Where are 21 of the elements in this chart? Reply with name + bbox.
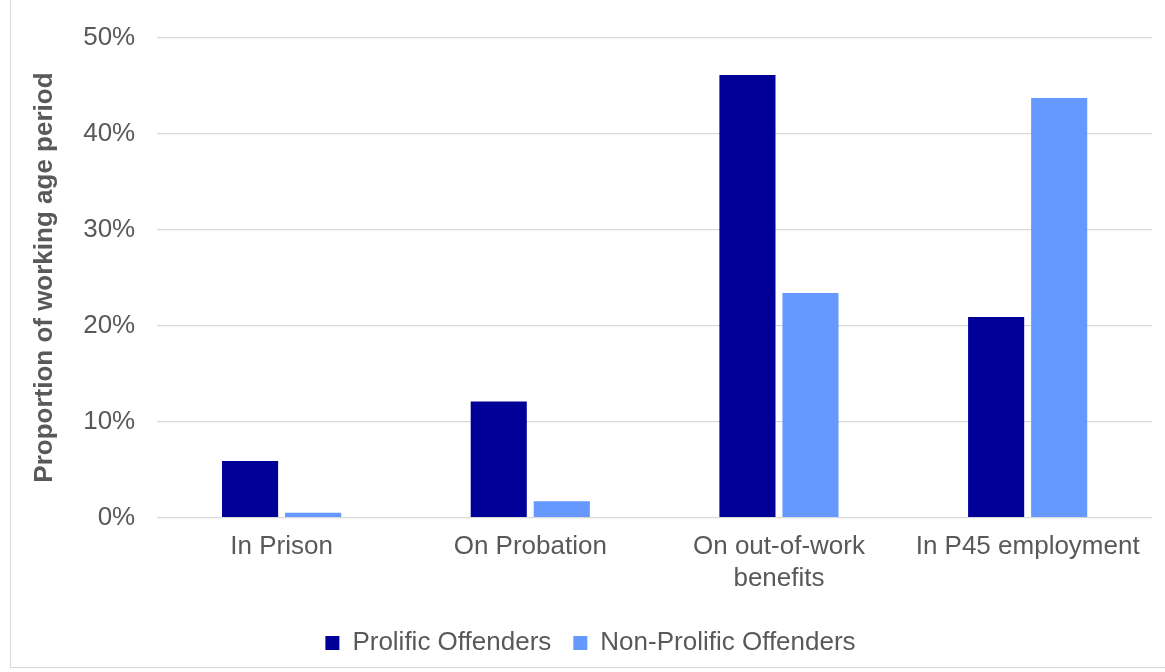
y-tick-label: 20% (83, 308, 136, 339)
x-tick-label: On out-of-work benefits (692, 530, 866, 592)
x-tick-label: In P45 employment (915, 530, 1141, 561)
legend-label: Prolific Offenders (352, 626, 552, 657)
bar (285, 512, 342, 517)
x-tick-label: On Probation (453, 530, 607, 561)
x-tick-label: In Prison (230, 530, 333, 561)
bar (719, 75, 776, 517)
bar (782, 292, 839, 517)
bar (968, 316, 1025, 517)
y-tick-label: 50% (83, 20, 136, 51)
bar (1031, 98, 1088, 517)
bar (533, 501, 590, 517)
bar (470, 401, 527, 517)
y-axis-title: Proportion of working age period (27, 72, 58, 483)
legend-label: Non-Prolific Offenders (600, 626, 856, 657)
bar (222, 460, 279, 517)
y-tick-label: 30% (83, 212, 136, 243)
y-tick-label: 0% (97, 500, 136, 531)
y-tick-label: 40% (83, 116, 136, 147)
y-tick-label: 10% (83, 404, 136, 435)
